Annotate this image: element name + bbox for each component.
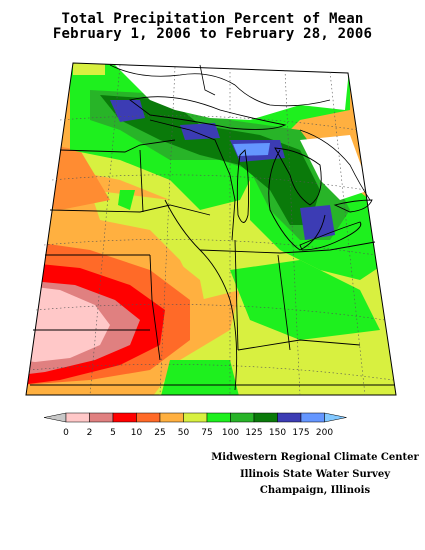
map-frame [25, 62, 397, 396]
map-title-line-1: Total Precipitation Percent of Mean [61, 11, 364, 27]
legend-tick-label: 125 [245, 428, 262, 438]
legend-swatch [89, 412, 114, 423]
legend-swatch [230, 412, 255, 423]
legend-tick-label: 50 [178, 428, 190, 438]
legend-swatch [43, 412, 67, 423]
legend-swatch [206, 412, 231, 423]
state-borders [30, 119, 395, 391]
legend-swatch [136, 412, 161, 423]
legend-swatch [159, 412, 184, 423]
legend-tick-label: 0 [63, 428, 69, 438]
legend-tick-label: 5 [110, 428, 116, 438]
legend-ticks: 0 2 5 10 25 50 75 100 125 150 175 200 [63, 428, 333, 438]
legend-tick-label: 10 [131, 428, 143, 438]
legend-tick-label: 25 [154, 428, 165, 438]
credit-line-1: Midwestern Regional Climate Center [211, 452, 419, 463]
credit-line-2: Illinois State Water Survey [239, 469, 391, 480]
legend-tick-label: 2 [87, 428, 93, 438]
legend-swatch [324, 412, 347, 423]
legend-tick-label: 175 [292, 428, 309, 438]
legend-swatch [65, 412, 90, 423]
credit-line-3: Champaign, Illinois [259, 485, 371, 496]
legend-swatch [112, 412, 137, 423]
legend-swatch [277, 412, 302, 423]
legend-tick-label: 150 [269, 428, 286, 438]
graticule [28, 64, 394, 396]
legend-swatch [253, 412, 278, 423]
legend-swatch [183, 412, 208, 423]
legend-swatch [300, 412, 325, 423]
precipitation-field [26, 63, 396, 395]
legend-tick-label: 75 [201, 428, 212, 438]
legend-swatches [43, 412, 347, 423]
great-lakes [128, 96, 373, 251]
legend-tick-label: 200 [316, 428, 333, 438]
legend-tick-label: 100 [222, 428, 239, 438]
map-title-line-2: February 1, 2006 to February 28, 2006 [52, 26, 373, 42]
canada-boundaries [109, 64, 371, 201]
